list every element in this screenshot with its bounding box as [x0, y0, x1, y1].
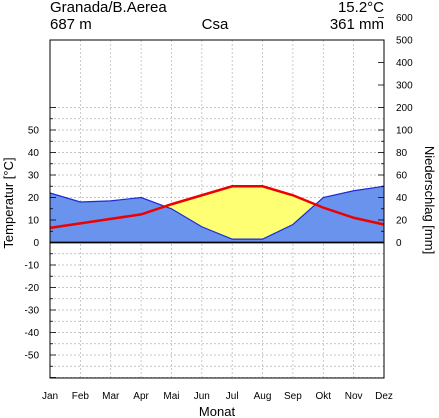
month-label: Jan [42, 391, 58, 402]
left-tick-label: 50 [28, 126, 40, 137]
left-tick-label: -50 [25, 351, 40, 362]
month-label: Mai [163, 391, 179, 402]
right-tick-label: 700 [396, 0, 413, 2]
y-axis-title-right: Niederschlag [mm] [422, 146, 437, 254]
right-tick-label: 40 [396, 193, 408, 204]
left-tick-label: 30 [28, 171, 40, 182]
right-tick-label: 200 [396, 103, 413, 114]
month-label: Aug [254, 391, 272, 402]
month-label: Feb [72, 391, 90, 402]
month-label: Mar [102, 391, 120, 402]
right-tick-label: 0 [396, 238, 402, 249]
y-axis-title-left: Temperatur [°C] [1, 157, 16, 248]
month-label: Jul [226, 391, 239, 402]
right-tick-label: 300 [396, 81, 413, 92]
left-tick-label: 0 [33, 238, 39, 249]
month-label: Nov [345, 391, 363, 402]
station-elevation: 687 m [50, 16, 92, 33]
right-tick-label: 100 [396, 126, 413, 137]
right-tick-label: 600 [396, 13, 413, 24]
climate-classification: Csa [202, 16, 229, 33]
left-tick-label: -40 [25, 328, 40, 339]
month-label: Dez [375, 391, 393, 402]
right-tick-label: 400 [396, 58, 413, 69]
right-tick-label: 20 [396, 216, 408, 227]
mean-temperature: 15.2°C [338, 0, 384, 16]
month-label: Sep [284, 391, 302, 402]
arid-area [165, 186, 315, 240]
month-label: Apr [133, 391, 149, 402]
month-label: Okt [315, 391, 331, 402]
station-name: Granada/B.Aerea [50, 0, 167, 16]
humid-area [50, 186, 384, 243]
annual-precipitation: 361 mm [330, 16, 384, 33]
axis-ticks: 50403020100-10-20-30-40-5090080070060050… [25, 0, 414, 402]
left-tick-label: 40 [28, 148, 40, 159]
left-tick-label: 20 [28, 193, 40, 204]
climate-areas [50, 186, 384, 243]
temperature-line [49, 185, 385, 230]
x-axis-title: Monat [199, 404, 236, 418]
left-tick-label: -30 [25, 306, 40, 317]
precipitation-line [49, 185, 385, 240]
right-tick-label: 60 [396, 171, 408, 182]
left-tick-label: -10 [25, 261, 40, 272]
right-tick-label: 80 [396, 148, 408, 159]
right-tick-label: 500 [396, 36, 413, 47]
climate-lines [49, 185, 385, 240]
left-tick-label: 10 [28, 216, 40, 227]
left-tick-label: -20 [25, 283, 40, 294]
month-label: Jun [194, 391, 210, 402]
